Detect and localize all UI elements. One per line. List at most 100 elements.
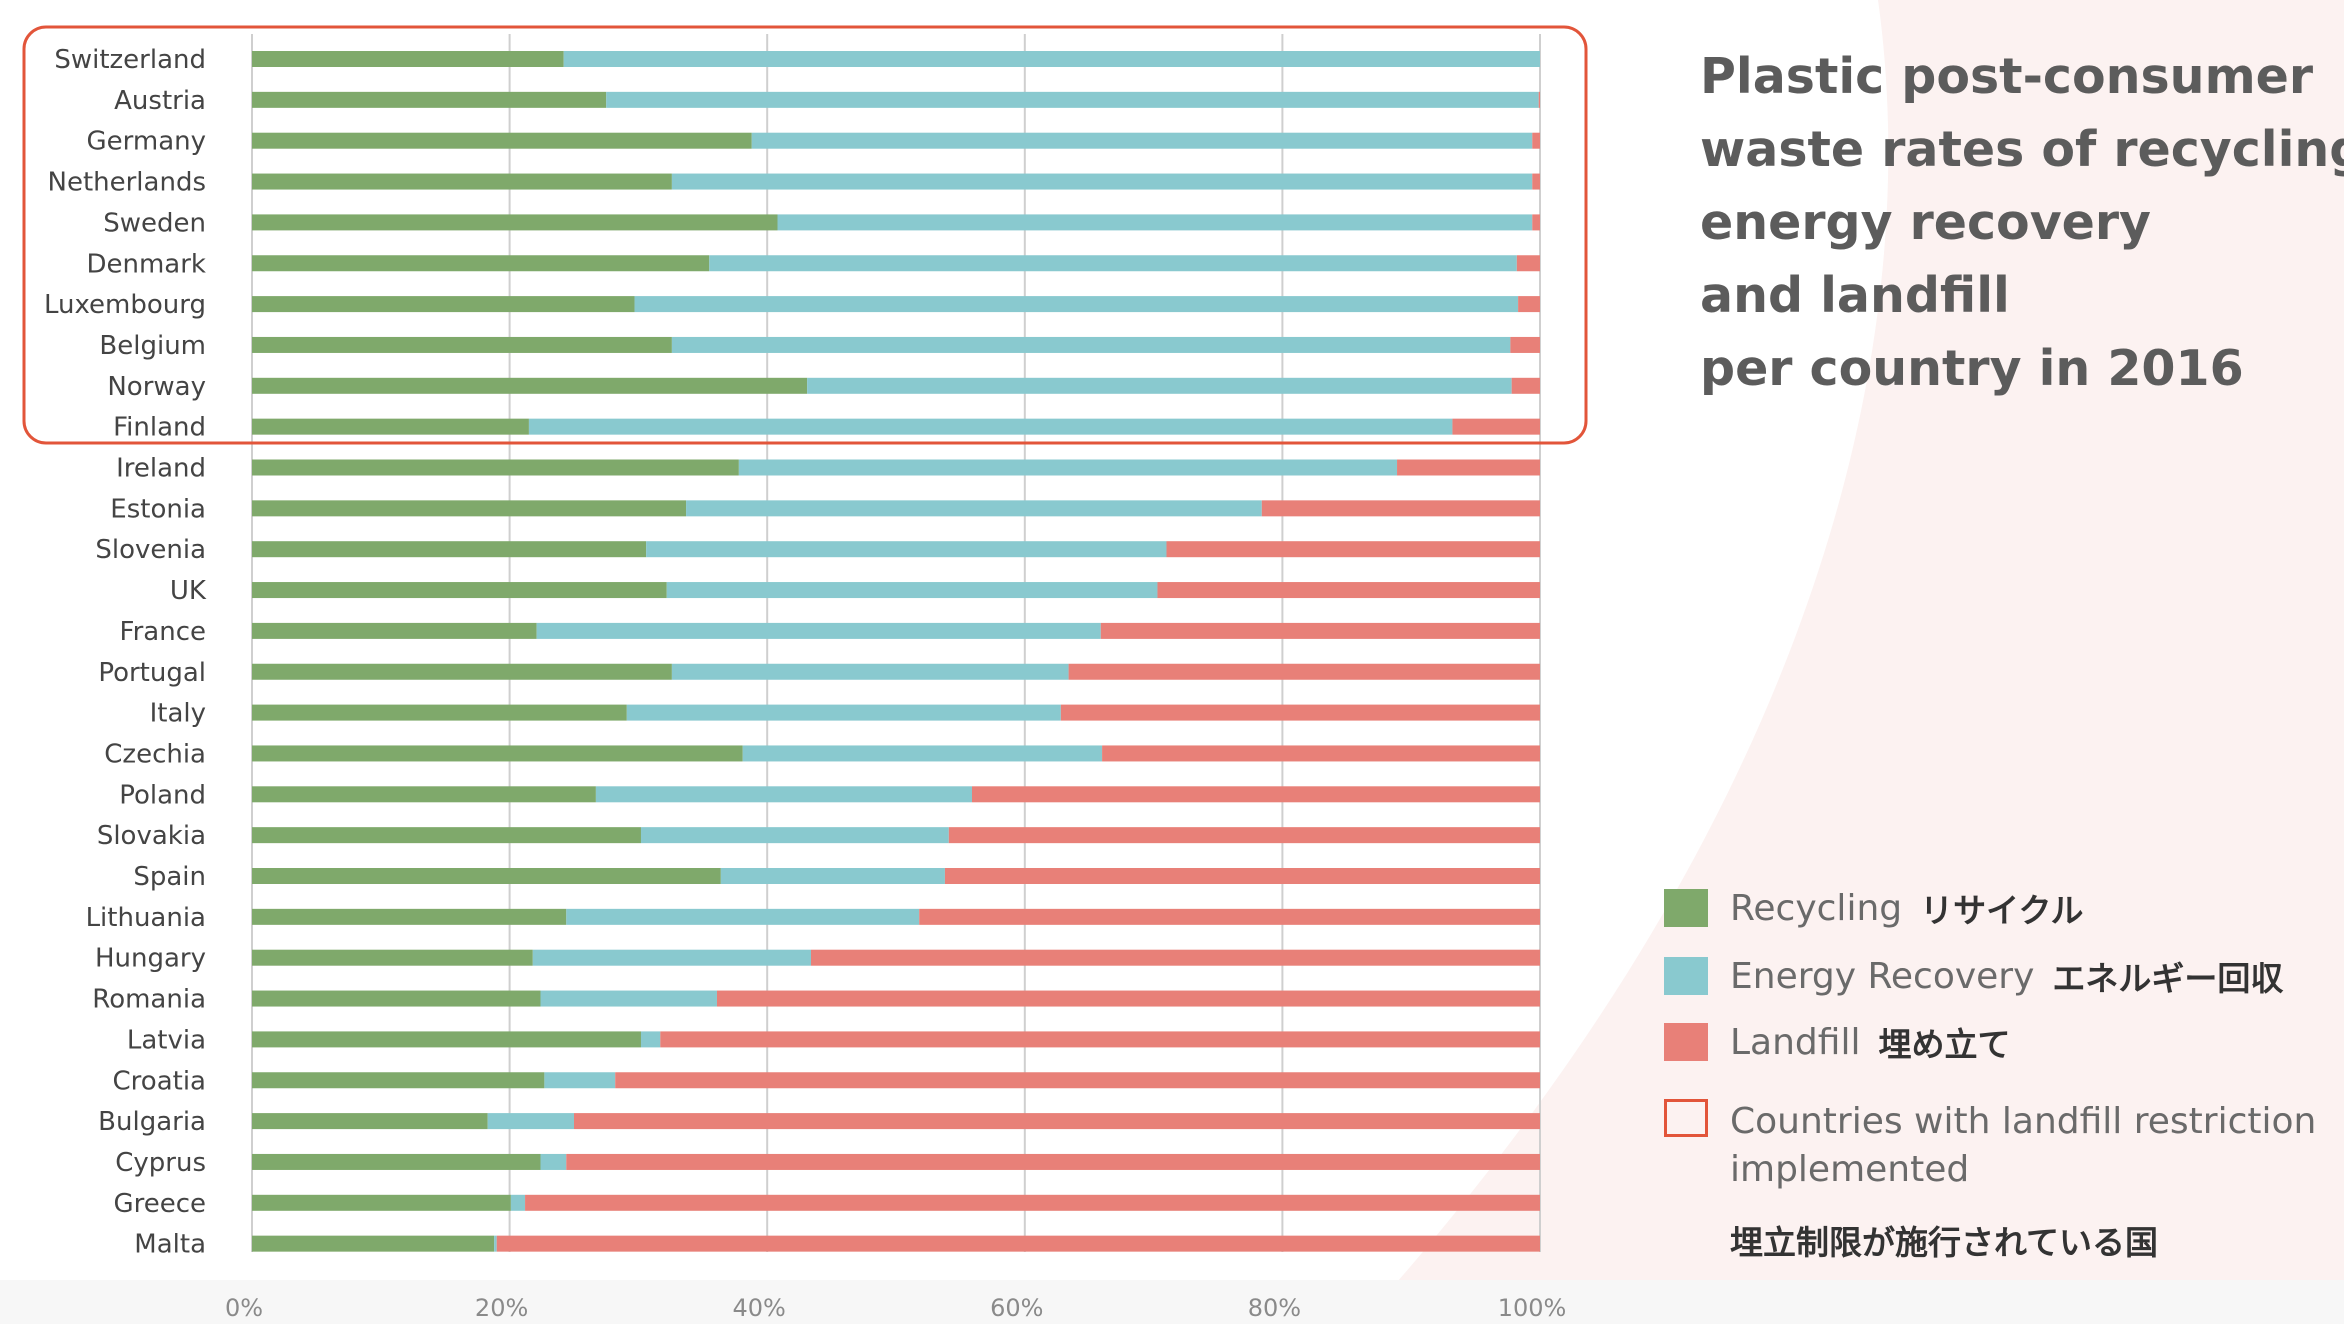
recycling-segment bbox=[252, 132, 752, 149]
legend-landfill-label: Landfill bbox=[1730, 1021, 1861, 1063]
recycling-segment bbox=[252, 1153, 541, 1170]
x-tick-label: 0% bbox=[225, 1294, 263, 1322]
landfill-segment bbox=[810, 949, 1540, 966]
category-label: Cyprus bbox=[115, 1148, 206, 1178]
category-label: Norway bbox=[107, 372, 206, 402]
energy-recovery-segment bbox=[640, 1031, 661, 1048]
recycling-segment bbox=[252, 704, 627, 721]
category-label: Portugal bbox=[98, 658, 206, 688]
landfill-segment bbox=[574, 1113, 1540, 1130]
x-tick-label: 80% bbox=[1248, 1294, 1301, 1322]
energy-recovery-swatch bbox=[1664, 957, 1708, 995]
recycling-segment bbox=[252, 541, 647, 558]
recycling-segment bbox=[252, 949, 533, 966]
recycling-segment bbox=[252, 663, 672, 680]
legend-recycling: Recycling リサイクル bbox=[1664, 878, 2083, 938]
energy-recovery-segment bbox=[510, 1194, 526, 1211]
recycling-segment bbox=[252, 1072, 545, 1089]
landfill-segment bbox=[1261, 500, 1540, 517]
category-label: Latvia bbox=[127, 1025, 206, 1055]
category-label: Italy bbox=[150, 699, 206, 729]
legend-restriction bbox=[1664, 1088, 1708, 1148]
energy-recovery-segment bbox=[720, 868, 945, 884]
recycling-segment bbox=[252, 868, 721, 884]
background-shape bbox=[1360, 0, 2344, 1324]
recycling-segment bbox=[252, 1031, 641, 1048]
category-label: Bulgaria bbox=[98, 1107, 206, 1137]
energy-recovery-segment bbox=[595, 786, 972, 803]
landfill-segment bbox=[716, 990, 1540, 1007]
category-label: Belgium bbox=[99, 331, 206, 361]
landfill-segment bbox=[1102, 745, 1540, 762]
energy-recovery-segment bbox=[777, 214, 1533, 231]
category-label: UK bbox=[170, 576, 207, 606]
energy-recovery-segment bbox=[540, 1153, 567, 1170]
category-label: Denmark bbox=[86, 249, 206, 279]
legend-restriction-label: Countries with landfill restriction impl… bbox=[1730, 1101, 2317, 1190]
energy-recovery-segment bbox=[671, 173, 1533, 190]
landfill-segment bbox=[1518, 296, 1540, 313]
landfill-segment bbox=[1532, 132, 1540, 149]
category-label: France bbox=[120, 617, 206, 647]
title-line-4: and landfill bbox=[1700, 267, 2010, 324]
category-label: Germany bbox=[86, 127, 206, 157]
energy-recovery-segment bbox=[626, 704, 1061, 721]
landfill-segment bbox=[1397, 459, 1540, 476]
category-label: Luxembourg bbox=[44, 290, 206, 320]
landfill-segment bbox=[566, 1153, 1540, 1170]
energy-recovery-segment bbox=[640, 827, 949, 844]
recycling-segment bbox=[252, 827, 641, 844]
recycling-segment bbox=[252, 990, 541, 1007]
legend-recycling-label: Recycling bbox=[1730, 887, 1903, 929]
category-label: Ireland bbox=[116, 454, 206, 484]
recycling-segment bbox=[252, 1235, 495, 1252]
landfill-segment bbox=[1157, 582, 1540, 599]
category-label: Slovenia bbox=[95, 535, 206, 565]
recycling-segment bbox=[252, 745, 743, 762]
landfill-segment bbox=[971, 786, 1540, 803]
category-label: Spain bbox=[133, 862, 206, 892]
landfill-segment bbox=[1060, 704, 1540, 721]
legend-landfill-ja: 埋め立て bbox=[1878, 1025, 2011, 1064]
landfill-swatch bbox=[1664, 1023, 1708, 1061]
restriction-swatch bbox=[1664, 1099, 1708, 1137]
recycling-segment bbox=[252, 296, 635, 313]
category-label: Croatia bbox=[113, 1066, 206, 1096]
category-label: Switzerland bbox=[54, 45, 206, 75]
energy-recovery-segment bbox=[671, 336, 1511, 353]
category-label: Austria bbox=[114, 86, 206, 116]
recycling-segment bbox=[252, 336, 672, 353]
category-label: Netherlands bbox=[48, 168, 207, 198]
chart-title: Plastic post-consumer waste rates of rec… bbox=[1700, 40, 2344, 405]
landfill-segment bbox=[1532, 173, 1540, 190]
energy-recovery-segment bbox=[738, 459, 1398, 476]
recycling-segment bbox=[252, 500, 687, 517]
recycling-segment bbox=[252, 173, 672, 190]
landfill-segment bbox=[919, 908, 1540, 925]
title-line-5: per country in 2016 bbox=[1700, 340, 2244, 397]
energy-recovery-segment bbox=[544, 1072, 616, 1089]
energy-recovery-segment bbox=[566, 908, 920, 925]
recycling-segment bbox=[252, 214, 778, 231]
bottom-band bbox=[0, 1280, 2344, 1324]
landfill-segment bbox=[1068, 663, 1540, 680]
energy-recovery-segment bbox=[751, 132, 1533, 149]
x-tick-label: 40% bbox=[733, 1294, 786, 1322]
category-labels: Switzerland Austria Germany Netherlands Swed… bbox=[44, 45, 207, 1260]
recycling-segment bbox=[252, 255, 710, 272]
landfill-segment bbox=[525, 1194, 1540, 1211]
title-line-1: Plastic post-consumer bbox=[1700, 48, 2314, 105]
category-label: Malta bbox=[134, 1230, 206, 1260]
recycling-segment bbox=[252, 908, 567, 925]
energy-recovery-segment bbox=[671, 663, 1069, 680]
x-tick-label: 60% bbox=[990, 1294, 1043, 1322]
category-label: Hungary bbox=[95, 944, 206, 974]
landfill-segment bbox=[1100, 622, 1540, 639]
landfill-segment bbox=[496, 1235, 1541, 1252]
highlight-box bbox=[22, 25, 1588, 445]
energy-recovery-segment bbox=[487, 1113, 574, 1130]
landfill-segment bbox=[1516, 255, 1540, 272]
energy-recovery-segment bbox=[540, 990, 717, 1007]
energy-recovery-segment bbox=[494, 1235, 497, 1252]
